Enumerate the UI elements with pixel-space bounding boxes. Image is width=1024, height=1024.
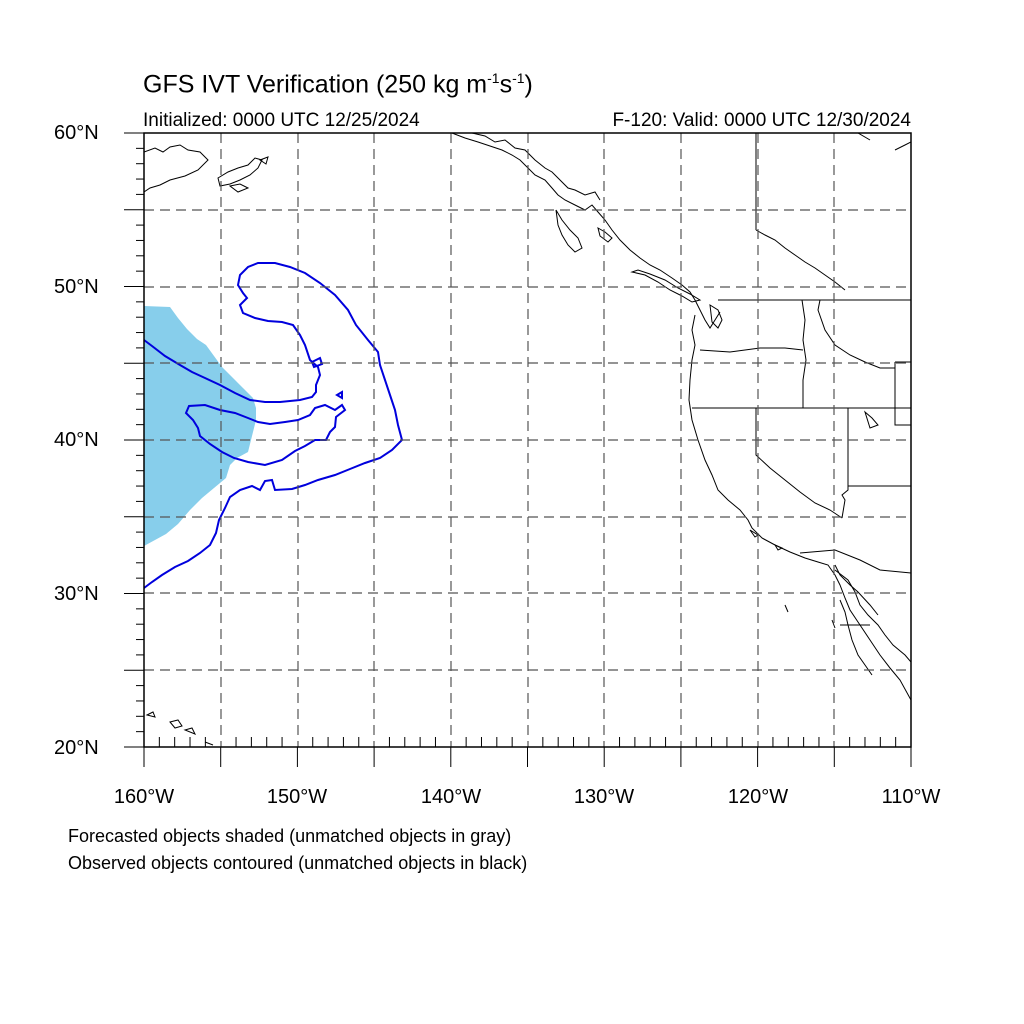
graticule <box>144 133 911 747</box>
map-title: GFS IVT Verification (250 kg m-1s-1) <box>143 70 533 99</box>
lon-label-130w: 130°W <box>573 786 635 808</box>
lon-label-150w: 150°W <box>266 786 328 808</box>
lon-label-120w: 120°W <box>727 786 789 808</box>
political-borders <box>692 299 911 626</box>
observed-contour-small-blob-2 <box>335 390 343 400</box>
axis-ticks <box>124 132 912 767</box>
lat-label-60n: 60°N <box>54 122 99 144</box>
valid-time-label: F-120: Valid: 0000 UTC 12/30/2024 <box>612 110 911 131</box>
lat-label-20n: 20°N <box>54 737 99 759</box>
lon-label-110w: 110°W <box>881 786 941 808</box>
lat-label-30n: 30°N <box>54 583 99 605</box>
observed-contour-outer <box>143 262 404 589</box>
observed-contour-inner <box>184 403 347 467</box>
legend-observed-text: Observed objects contoured (unmatched ob… <box>68 853 528 873</box>
lon-label-140w: 140°W <box>420 786 482 808</box>
lon-label-160w: 160°W <box>113 786 175 808</box>
observed-contour-small-blob <box>310 356 324 369</box>
legend-forecast-text: Forecasted objects shaded (unmatched obj… <box>68 826 512 846</box>
forecast-object-shade <box>144 306 256 546</box>
observed-object-contours <box>143 262 404 589</box>
lat-label-50n: 50°N <box>54 276 99 298</box>
initialized-label: Initialized: 0000 UTC 12/25/2024 <box>143 110 420 131</box>
lat-label-40n: 40°N <box>54 429 99 451</box>
